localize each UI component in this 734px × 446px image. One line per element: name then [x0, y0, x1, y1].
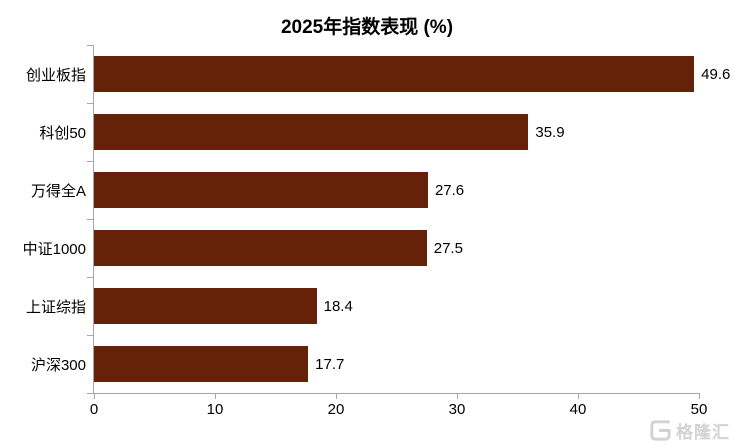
bar [94, 346, 309, 382]
y-axis-tick [87, 219, 93, 220]
x-axis-tick [94, 393, 95, 399]
x-axis-tick-label: 40 [569, 401, 587, 418]
x-axis-tick-label: 20 [327, 401, 345, 418]
y-axis-tick [87, 277, 93, 278]
bar [94, 56, 695, 92]
plot-area: 49.6 35.9 27.6 27.5 18.4 17.7 0 10 20 30 40 50 [87, 45, 730, 418]
y-axis-tick [87, 335, 93, 336]
x-axis-tick [336, 393, 337, 399]
y-axis-tick [87, 393, 93, 394]
y-axis-tick [87, 161, 93, 162]
x-axis-tick-label: 10 [206, 401, 224, 418]
x-axis-tick-label: 50 [690, 401, 708, 418]
bar-value-label: 27.6 [434, 181, 465, 199]
bar-value-label: 49.6 [701, 65, 731, 83]
gelonghui-logo-icon [650, 420, 671, 441]
y-axis-tick [87, 45, 93, 46]
bar-value-label: 17.7 [315, 355, 345, 373]
bar-value-label: 35.9 [535, 123, 565, 141]
bar [94, 288, 317, 324]
category-label: 创业板指 [25, 66, 86, 84]
category-label: 沪深300 [30, 356, 86, 374]
bar [94, 230, 427, 266]
category-label: 万得全A [30, 182, 86, 200]
x-axis-tick [578, 393, 579, 399]
y-axis-tick [87, 103, 93, 104]
category-label: 上证综指 [25, 298, 86, 316]
bar [94, 114, 529, 150]
category-label: 科创50 [39, 124, 86, 142]
bar-value-label: 18.4 [323, 297, 353, 315]
watermark: 格隆汇 [648, 418, 730, 443]
category-label: 中证1000 [22, 240, 86, 258]
chart-title: 2025年指数表现 (%) [280, 17, 454, 38]
x-axis-tick-label: 0 [89, 401, 99, 418]
x-axis-tick [699, 393, 700, 399]
bar [94, 172, 428, 208]
x-axis-tick-label: 30 [448, 401, 466, 418]
x-axis-tick [457, 393, 458, 399]
bar-value-label: 27.5 [433, 239, 463, 257]
x-axis-tick [215, 393, 216, 399]
watermark-text: 格隆汇 [676, 423, 730, 442]
